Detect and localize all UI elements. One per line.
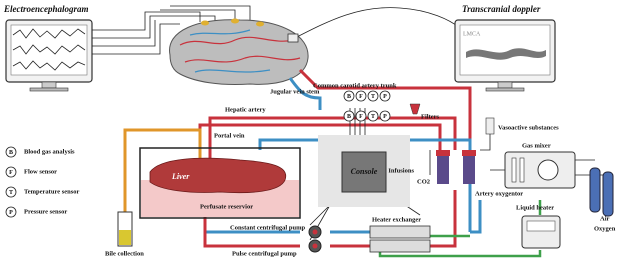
sensor-symbol: P — [383, 114, 387, 120]
sensor-symbol: B — [347, 114, 351, 120]
label: Portal vein — [214, 132, 245, 139]
sensor-symbol: T — [371, 94, 375, 100]
gas-mixer — [504, 151, 576, 189]
label: Gas mixer — [522, 142, 551, 149]
label: Common carotid artery trunk — [313, 82, 397, 89]
label: Oxygen — [594, 225, 616, 232]
legend-text: Temperature sensor — [24, 188, 80, 195]
label: Infusions — [388, 167, 414, 174]
sensor-symbol: P — [383, 94, 387, 100]
reservoir — [139, 147, 301, 219]
sensor-symbol: T — [371, 114, 375, 120]
liquid-heater — [521, 215, 561, 249]
label: Bile collection — [105, 250, 144, 257]
label: Heater exchanger — [372, 216, 421, 223]
brain — [169, 18, 309, 85]
legend-symbol: F — [9, 170, 13, 176]
liver-label: Liver — [171, 172, 190, 181]
label: Hepatic artery — [225, 106, 266, 113]
legend-text: Pressure sensor — [24, 208, 67, 215]
legend-text: Flow sensor — [24, 168, 57, 175]
oxygenator — [436, 150, 476, 184]
label: Jugular vein stem — [270, 88, 320, 95]
legend — [5, 146, 17, 218]
sensor-row — [343, 90, 391, 122]
label: Liquid heater — [516, 204, 554, 211]
legend-text: Blood gas analysis — [24, 148, 75, 155]
title: Transcranial doppler — [462, 4, 541, 14]
legend-symbol: T — [9, 190, 13, 196]
label: Pulse centrifugal pump — [232, 250, 297, 257]
sensor-symbol: F — [359, 114, 363, 120]
gas-tanks — [589, 167, 614, 217]
legend-symbol: B — [9, 150, 13, 156]
console — [318, 135, 410, 207]
label: Constant centrifugal pump — [230, 224, 306, 231]
title: Electroencephalogram — [3, 4, 89, 14]
label: Perfusate reservior — [200, 203, 253, 210]
doppler-monitor — [454, 19, 556, 92]
sensor-symbol: F — [359, 94, 363, 100]
bile-tube — [117, 211, 133, 247]
label: Vasoactive substances — [498, 124, 559, 131]
heater-exchanger — [369, 225, 431, 253]
label: Filters — [421, 113, 440, 120]
label: Artery oxygentor — [475, 190, 523, 197]
label: CO2 — [417, 178, 430, 185]
label: Air — [600, 215, 610, 222]
console-label: Console — [351, 167, 378, 176]
eeg-monitor — [5, 19, 93, 92]
sensor-symbol: B — [347, 94, 351, 100]
legend-symbol: P — [9, 210, 13, 216]
screen-label: LMCA — [463, 31, 481, 37]
